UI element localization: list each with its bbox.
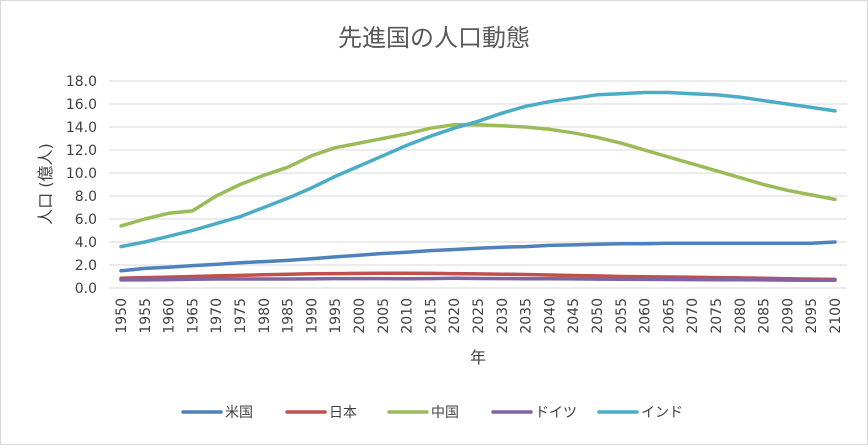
y-tick-label: 0.0 (75, 281, 97, 297)
x-tick-label: 2025 (471, 298, 487, 334)
x-tick-label: 1960 (162, 298, 178, 334)
legend-label: ドイツ (535, 405, 577, 421)
x-tick-label: 2085 (757, 298, 773, 334)
x-tick-label: 2035 (519, 298, 535, 334)
x-tick-label: 2075 (709, 298, 725, 334)
y-axis-title: 人口 (億人) (36, 143, 55, 225)
y-tick-label: 12.0 (66, 143, 97, 159)
x-tick-label: 1965 (185, 298, 201, 334)
series-line-4 (119, 90, 837, 249)
x-tick-label: 2030 (495, 298, 511, 334)
y-tick-label: 6.0 (75, 212, 97, 228)
x-tick-label: 1980 (257, 298, 273, 334)
x-tick-label: 1995 (328, 298, 344, 334)
x-tick-label: 2100 (828, 298, 844, 334)
y-tick-label: 18.0 (66, 74, 97, 90)
x-tick-label: 2045 (566, 298, 582, 334)
x-tick-label: 1970 (209, 298, 225, 334)
series-lines (119, 90, 837, 283)
x-tick-label: 2060 (638, 298, 654, 334)
x-tick-label: 2010 (400, 298, 416, 334)
x-tick-label: 1975 (233, 298, 249, 334)
x-tick-label: 1990 (304, 298, 320, 334)
y-tick-label: 14.0 (66, 120, 97, 136)
legend-label: 日本 (329, 405, 357, 421)
x-tick-label: 1950 (114, 298, 130, 334)
legend-label: 中国 (431, 405, 459, 421)
x-tick-label: 2000 (352, 298, 368, 334)
x-tick-label: 2020 (447, 298, 463, 334)
x-tick-label: 2080 (733, 298, 749, 334)
legend-label: 米国 (225, 405, 253, 421)
y-tick-label: 2.0 (75, 258, 97, 274)
x-tick-label: 2040 (542, 298, 558, 334)
x-tick-label: 2055 (614, 298, 630, 334)
chart-title: 先進国の人口動態 (338, 24, 530, 52)
x-tick-label: 2095 (804, 298, 820, 334)
x-axis-title: 年 (470, 348, 486, 367)
y-tick-label: 16.0 (66, 97, 97, 113)
legend-label: インド (641, 405, 683, 421)
x-tick-label: 2065 (661, 298, 677, 334)
y-tick-label: 4.0 (75, 235, 97, 251)
x-tick-label: 2005 (376, 298, 392, 334)
y-tick-label: 8.0 (75, 189, 97, 205)
x-tick-label: 2015 (423, 298, 439, 334)
legend: 米国 日本 中国 ドイツ インド (181, 405, 683, 421)
x-tick-label: 1985 (281, 298, 297, 334)
x-axis-ticks: 1950 1955 1960 1965 1970 1975 1980 1985 1990 1995… (114, 298, 844, 334)
series-line-3 (119, 276, 837, 283)
series-line-1 (119, 271, 837, 282)
x-tick-label: 2090 (780, 298, 796, 334)
y-axis-ticks: 0.0 2.0 4.0 6.0 8.0 10.0 12.0 14.0 16.0 18.0 (66, 74, 97, 297)
x-tick-label: 1955 (138, 298, 154, 334)
y-tick-label: 10.0 (66, 166, 97, 182)
gridlines (109, 80, 847, 289)
series-line-2 (119, 122, 837, 228)
series-line-0 (119, 240, 837, 273)
x-tick-label: 2050 (590, 298, 606, 334)
x-tick-label: 2070 (685, 298, 701, 334)
